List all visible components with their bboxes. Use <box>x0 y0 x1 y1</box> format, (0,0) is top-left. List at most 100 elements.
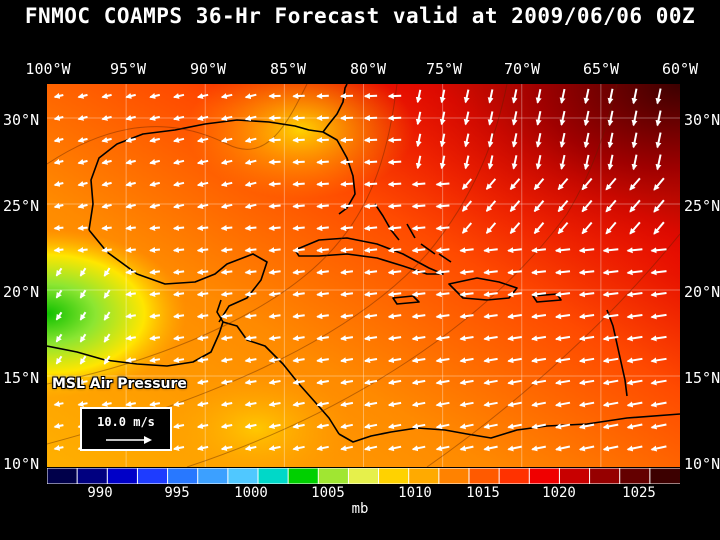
wind-vector <box>316 445 329 452</box>
wind-vector <box>487 111 494 126</box>
wind-vector <box>244 335 257 342</box>
wind-vector <box>364 423 378 430</box>
wind-vector <box>581 221 593 235</box>
wind-vector <box>316 291 329 298</box>
bahamas <box>374 203 452 263</box>
wind-vector <box>483 313 498 320</box>
wind-vector <box>77 246 88 253</box>
colorbar-tick-label: 995 <box>164 485 190 501</box>
wind-vector <box>435 203 450 210</box>
wind-vector <box>507 335 522 342</box>
wind-vector <box>626 269 643 276</box>
wind-vector <box>655 132 662 149</box>
wind-vector <box>125 379 136 385</box>
wind-vector <box>149 93 161 99</box>
wind-vector <box>196 137 209 143</box>
wind-vector <box>435 335 450 342</box>
wind-vector <box>53 224 64 231</box>
wind-vector <box>459 291 474 298</box>
wind-vector <box>411 269 426 276</box>
wind-vector <box>196 357 209 363</box>
wind-vector <box>459 401 474 408</box>
wind-vector <box>387 423 402 430</box>
wind-vector <box>292 445 305 452</box>
wind-vector <box>626 445 643 452</box>
wind-vector <box>602 335 619 342</box>
wind-vector <box>364 445 378 452</box>
wind-vector <box>220 269 233 276</box>
wind-vector <box>220 159 233 165</box>
wind-vector <box>149 291 161 297</box>
colorbar-swatch <box>136 468 169 484</box>
wind-vector <box>531 313 547 320</box>
wind-vector <box>605 221 617 235</box>
lat-lon-grid <box>47 84 680 467</box>
wind-vector <box>149 401 161 407</box>
wind-vector <box>363 225 378 232</box>
wind-vector <box>578 445 595 452</box>
wind-vector <box>79 311 87 321</box>
wind-vector <box>435 225 450 232</box>
wind-vector <box>364 379 378 386</box>
wind-vector <box>629 221 641 235</box>
wind-vector <box>268 247 281 254</box>
lon-tick-label: 95°W <box>109 60 147 78</box>
wind-vector <box>53 378 64 385</box>
wind-vector <box>364 269 378 276</box>
wind-vector <box>103 311 111 321</box>
lat-tick-label: 10°N <box>684 455 720 473</box>
wind-vector <box>578 401 595 408</box>
wind-vector <box>533 200 545 213</box>
wind-vector <box>555 445 571 452</box>
wind-vector <box>411 379 426 386</box>
colorbar-tick-label: 1020 <box>542 485 576 501</box>
wind-vector <box>196 181 209 187</box>
lon-tick-label: 100°W <box>25 60 71 78</box>
wind-vector <box>509 200 521 212</box>
wind-vector <box>196 93 209 99</box>
wind-vector <box>340 313 354 320</box>
wind-vector <box>507 357 522 364</box>
colorbar-swatch <box>257 468 290 484</box>
wind-vector <box>244 247 257 254</box>
wind-vector <box>607 88 614 105</box>
wind-vector <box>220 137 233 143</box>
wind-vector <box>507 423 522 430</box>
wind-vector <box>435 445 450 452</box>
wind-vector <box>268 203 281 210</box>
wind-vector <box>340 379 354 386</box>
wind-vector <box>507 269 522 276</box>
wind-vector <box>507 445 522 452</box>
wind-vector <box>103 267 111 277</box>
wind-vector <box>578 335 595 342</box>
wind-vector <box>507 401 522 408</box>
wind-vector <box>268 357 281 364</box>
wind-vector <box>557 221 569 235</box>
puerto-rico <box>532 293 562 303</box>
wind-vector <box>340 357 354 364</box>
wind-vector <box>244 115 257 122</box>
wind-vector <box>101 159 112 165</box>
colorbar <box>47 468 680 484</box>
lat-tick-label: 20°N <box>684 283 720 301</box>
wind-vector <box>459 313 474 320</box>
wind-vector <box>77 180 88 187</box>
wind-vector <box>485 178 497 190</box>
wind-vector <box>411 335 426 342</box>
lon-tick-label: 70°W <box>503 60 541 78</box>
wind-vector <box>459 357 474 364</box>
wind-vector <box>415 111 422 126</box>
wind-vector <box>578 313 595 320</box>
wind-vector <box>411 445 426 452</box>
wind-vector <box>626 401 643 408</box>
colorbar-swatch <box>589 468 621 484</box>
wind-vector <box>101 378 112 385</box>
wind-vector <box>555 269 571 276</box>
wind-vector <box>173 159 185 165</box>
wind-vector <box>461 200 473 212</box>
wind-vector <box>650 313 667 320</box>
wind-vector <box>363 137 378 144</box>
wind-vector <box>55 355 63 365</box>
wind-vector <box>125 335 136 341</box>
lat-tick-label: 25°N <box>3 197 40 215</box>
